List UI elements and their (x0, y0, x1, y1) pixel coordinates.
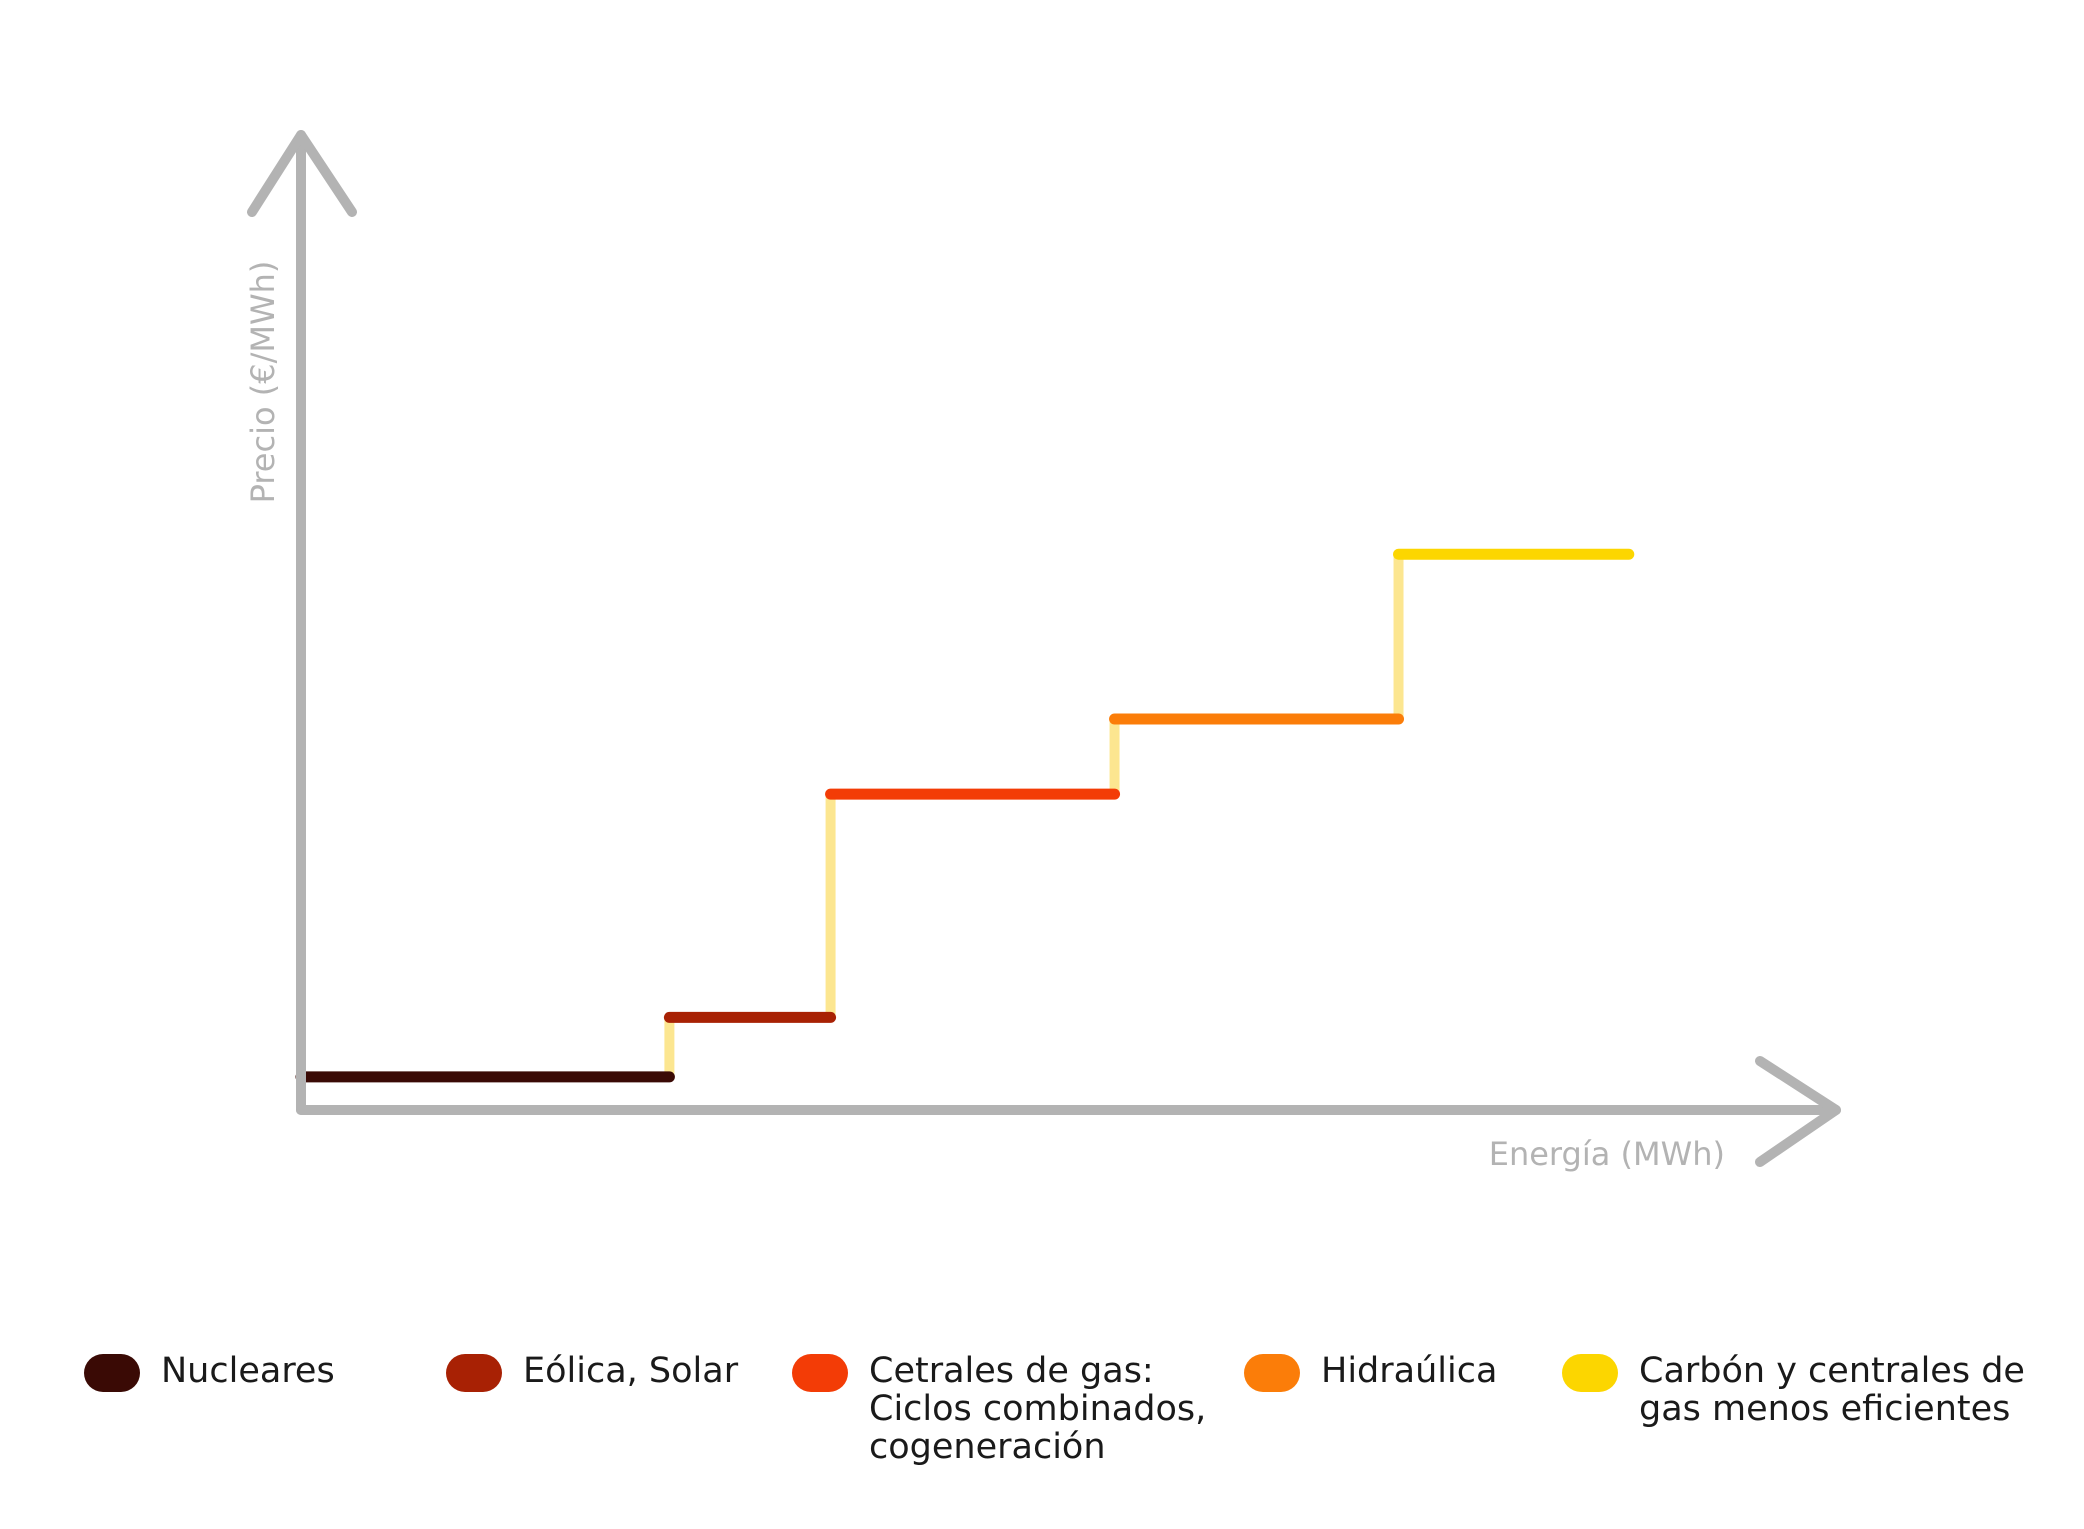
step-connectors (664, 554, 1404, 1077)
x-axis-title: Energía (MWh) (1489, 1135, 1725, 1173)
legend-item-1: Eólica, Solar (446, 1352, 738, 1392)
legend-swatch-2 (792, 1354, 848, 1392)
legend-swatch-0 (84, 1354, 140, 1392)
legend-swatch-4 (1562, 1354, 1618, 1392)
legend-item-4: Carbón y centrales de gas menos eficient… (1562, 1352, 2025, 1428)
legend-item-0: Nucleares (84, 1352, 335, 1392)
legend-label-3: Hidraúlica (1321, 1351, 1498, 1391)
legend-item-3: Hidraúlica (1244, 1352, 1497, 1392)
legend-label-4: Carbón y centrales de gas menos eficient… (1639, 1351, 2025, 1429)
legend: Nucleares Eólica, Solar Cetrales de gas: C… (0, 1352, 2084, 1502)
x-axis-arrowhead (1755, 1056, 1841, 1167)
series-lines (295, 548, 1635, 1083)
legend-label-2: Cetrales de gas: Ciclos combinados, coge… (869, 1351, 1207, 1467)
legend-item-2: Cetrales de gas: Ciclos combinados, coge… (792, 1352, 1206, 1466)
y-axis-arrowhead (247, 130, 357, 217)
axes (247, 130, 1841, 1167)
legend-label-1: Eólica, Solar (523, 1351, 739, 1391)
legend-swatch-3 (1244, 1354, 1300, 1392)
legend-swatch-1 (446, 1354, 502, 1392)
y-axis-title: Precio (€/MWh) (244, 261, 282, 504)
legend-label-0: Nucleares (161, 1351, 335, 1391)
